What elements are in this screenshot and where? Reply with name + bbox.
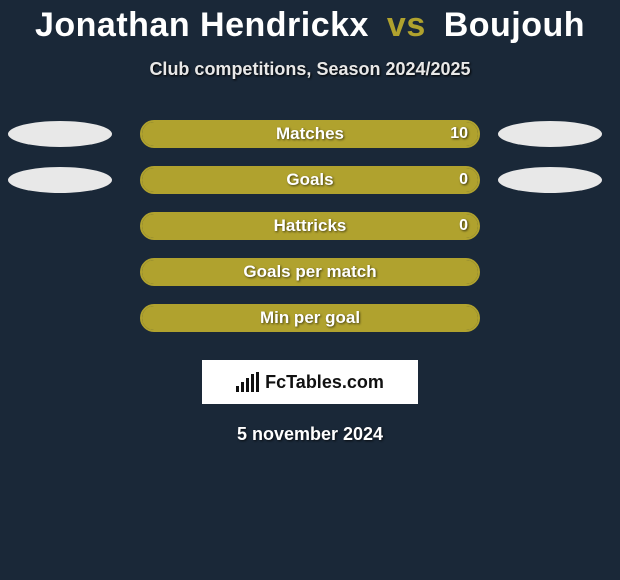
player1-marker — [8, 167, 112, 193]
stat-label: Hattricks — [142, 214, 478, 238]
comparison-card: Jonathan Hendrickx vs Boujouh Club compe… — [0, 0, 620, 580]
stat-label: Matches — [142, 122, 478, 146]
stat-row: Min per goal — [0, 304, 620, 332]
logo-text: FcTables.com — [265, 372, 384, 393]
stat-row: Hattricks 0 — [0, 212, 620, 240]
footer-date: 5 november 2024 — [0, 424, 620, 445]
subtitle: Club competitions, Season 2024/2025 — [0, 59, 620, 80]
stat-bar: Min per goal — [140, 304, 480, 332]
stat-bar: Goals per match — [140, 258, 480, 286]
page-title: Jonathan Hendrickx vs Boujouh — [0, 6, 620, 45]
stat-value-right: 0 — [459, 168, 468, 192]
player1-name: Jonathan Hendrickx — [35, 6, 369, 44]
logo-bars-icon — [236, 372, 259, 392]
stat-value-right: 10 — [450, 122, 468, 146]
stat-row: Matches 10 — [0, 120, 620, 148]
fctables-logo: FcTables.com — [202, 360, 418, 404]
stat-bar: Hattricks 0 — [140, 212, 480, 240]
player1-marker — [8, 121, 112, 147]
stat-label: Goals — [142, 168, 478, 192]
stat-bar: Goals 0 — [140, 166, 480, 194]
vs-label: vs — [387, 6, 426, 44]
player2-name: Boujouh — [444, 6, 585, 44]
player2-marker — [498, 167, 602, 193]
stat-row: Goals 0 — [0, 166, 620, 194]
stat-row: Goals per match — [0, 258, 620, 286]
stat-rows: Matches 10 Goals 0 Hattricks 0 — [0, 120, 620, 332]
stat-bar: Matches 10 — [140, 120, 480, 148]
stat-label: Min per goal — [142, 306, 478, 330]
stat-label: Goals per match — [142, 260, 478, 284]
player2-marker — [498, 121, 602, 147]
stat-value-right: 0 — [459, 214, 468, 238]
